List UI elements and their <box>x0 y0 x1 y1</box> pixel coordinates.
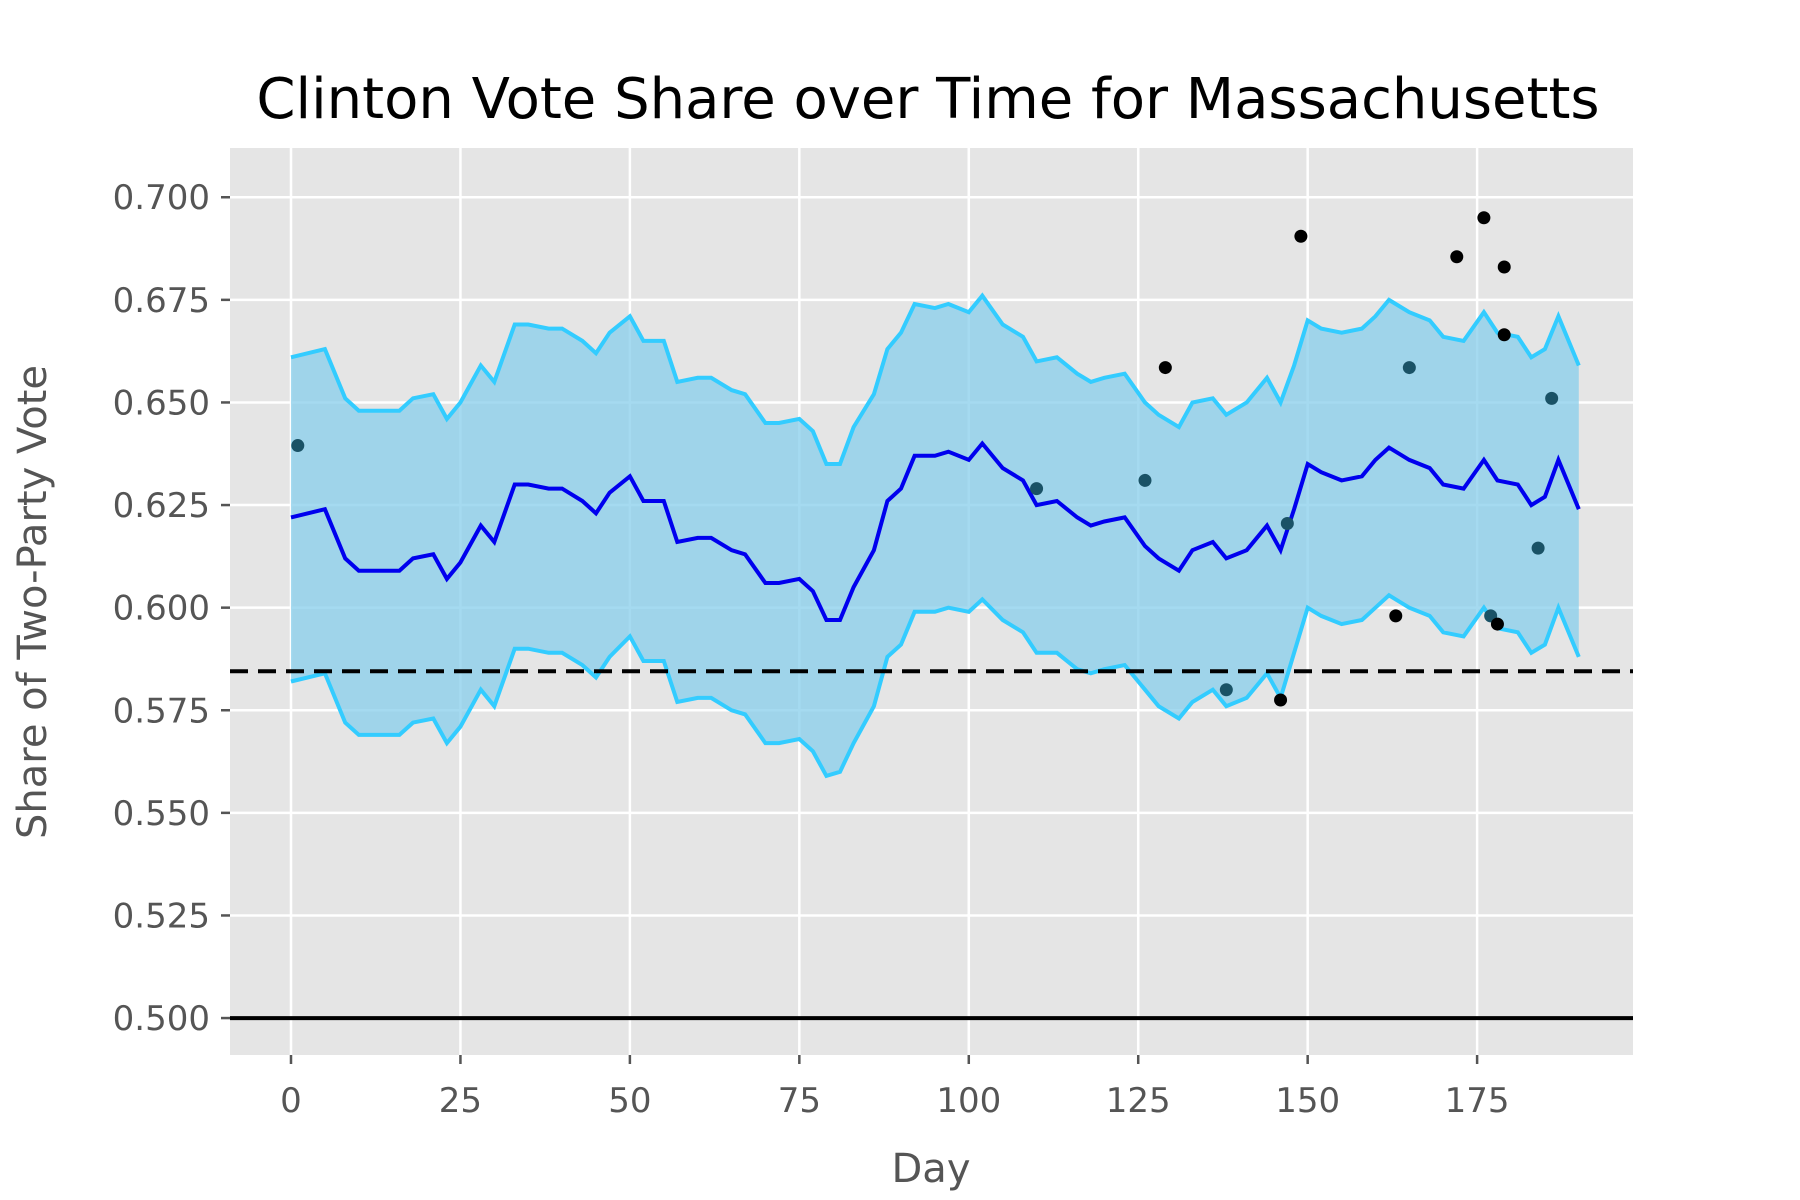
y-tick-label: 0.575 <box>113 691 210 731</box>
poll-point-inside-band <box>1219 683 1233 697</box>
poll-point-outside-band <box>1497 328 1511 342</box>
upper-bound-line <box>290 292 1581 466</box>
y-tick-label: 0.600 <box>113 589 210 629</box>
poll-point-outside-band <box>1158 361 1172 375</box>
poll-points <box>291 211 1559 707</box>
y-tick-label: 0.700 <box>113 178 210 218</box>
poll-point-outside-band <box>1490 617 1504 631</box>
y-tick-label: 0.625 <box>113 486 210 526</box>
chart-title: Clinton Vote Share over Time for Massach… <box>256 67 1599 132</box>
poll-point-outside-band <box>1497 260 1511 274</box>
y-axis-title: Share of Two-Party Vote <box>10 365 56 839</box>
poll-point-inside-band <box>1138 473 1152 487</box>
lower-bound-line <box>290 592 1581 779</box>
poll-point-outside-band <box>1477 211 1491 225</box>
x-tick-label: 175 <box>1445 1081 1510 1121</box>
y-tick-label: 0.675 <box>113 281 210 321</box>
poll-point-inside-band <box>1531 541 1545 555</box>
x-tick-label: 75 <box>778 1081 821 1121</box>
confidence-band <box>291 295 1579 776</box>
poll-point-inside-band <box>1280 517 1294 531</box>
y-tick-label: 0.500 <box>113 999 210 1039</box>
x-tick-label: 50 <box>608 1081 651 1121</box>
x-tick-label: 125 <box>1106 1081 1171 1121</box>
poll-point-outside-band <box>1450 250 1464 264</box>
poll-point-outside-band <box>1389 609 1403 623</box>
y-tick-label: 0.550 <box>113 794 210 834</box>
poll-point-inside-band <box>1402 361 1416 375</box>
y-tick-label: 0.650 <box>113 383 210 423</box>
poll-point-inside-band <box>1545 391 1559 405</box>
poll-point-outside-band <box>1274 693 1288 707</box>
x-tick-label: 100 <box>936 1081 1001 1121</box>
poll-point-inside-band <box>291 439 305 453</box>
poll-point-inside-band <box>1030 482 1044 496</box>
x-tick-label: 25 <box>439 1081 482 1121</box>
axis-ticks: 0 25 50 75 100 125 150 175 0.500 0.525 0.550 0.575 0… <box>113 178 1510 1121</box>
mean-estimate-line <box>290 440 1581 622</box>
x-axis-title: Day <box>892 1146 971 1192</box>
y-tick-label: 0.525 <box>113 896 210 936</box>
poll-point-outside-band <box>1294 229 1308 243</box>
x-tick-label: 0 <box>280 1081 302 1121</box>
x-tick-label: 150 <box>1275 1081 1340 1121</box>
